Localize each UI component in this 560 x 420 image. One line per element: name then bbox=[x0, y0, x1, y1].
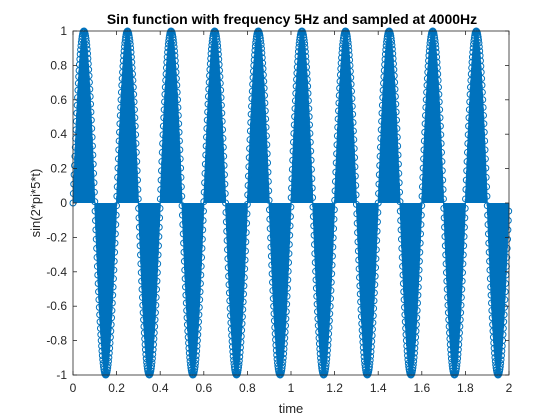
y-tick-label: 0.6 bbox=[50, 93, 67, 107]
x-tick-label: 0.6 bbox=[195, 381, 212, 395]
y-tick-label: -0.6 bbox=[46, 299, 67, 313]
y-tick-label: 1 bbox=[60, 24, 67, 38]
y-tick-label: -0.4 bbox=[46, 265, 67, 279]
y-tick-label: -0.2 bbox=[46, 230, 67, 244]
y-tick-label: 0 bbox=[60, 196, 67, 210]
y-axis-ticks: -1 -0.8 -0.6 -0.4 -0.2 0 0.2 0.4 0.6 0.8 1 bbox=[46, 24, 509, 382]
x-tick-label: 1 bbox=[288, 381, 295, 395]
x-tick-label: 2 bbox=[506, 381, 513, 395]
x-tick-label: 0.2 bbox=[108, 381, 125, 395]
x-tick-label: 1.8 bbox=[457, 381, 474, 395]
x-axis-label: time bbox=[279, 401, 304, 416]
y-tick-label: 0.2 bbox=[50, 162, 67, 176]
y-tick-label: 0.8 bbox=[50, 58, 67, 72]
x-tick-label: 1.2 bbox=[326, 381, 343, 395]
y-axis-label: sin(2*pi*5*t) bbox=[28, 169, 43, 238]
x-tick-label: 1.6 bbox=[413, 381, 430, 395]
x-tick-label: 1.4 bbox=[370, 381, 387, 395]
x-tick-label: 0 bbox=[70, 381, 77, 395]
x-axis-ticks: 0 0.2 0.4 0.6 0.8 1 1.2 1.4 1.6 1.8 2 bbox=[70, 31, 513, 395]
y-tick-label: 0.4 bbox=[50, 127, 67, 141]
chart-title: Sin function with frequency 5Hz and samp… bbox=[107, 11, 477, 27]
y-tick-label: -1 bbox=[56, 368, 67, 382]
x-tick-label: 0.4 bbox=[152, 381, 169, 395]
y-tick-label: -0.8 bbox=[46, 334, 67, 348]
x-tick-label: 0.8 bbox=[239, 381, 256, 395]
